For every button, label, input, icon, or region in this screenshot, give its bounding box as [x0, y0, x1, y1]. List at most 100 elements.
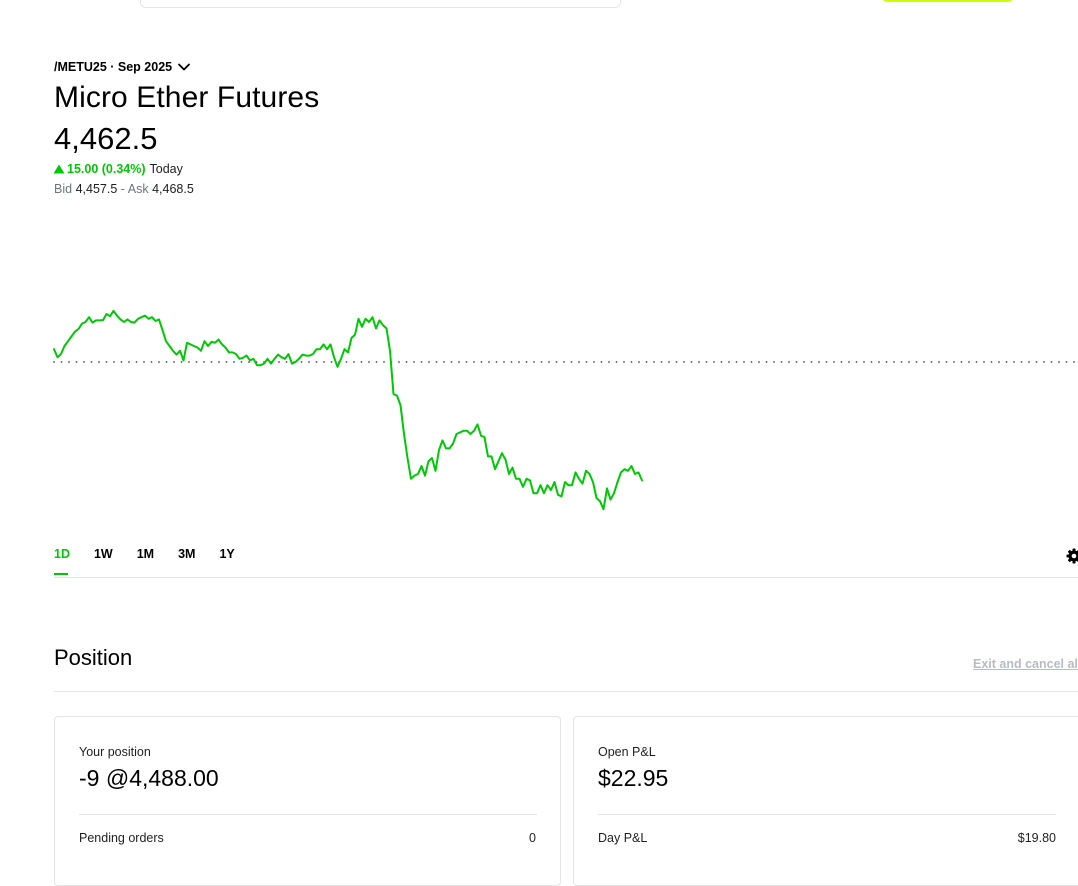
baseline-dot	[436, 361, 438, 363]
baseline-dot	[886, 361, 888, 363]
baseline-dot	[203, 361, 205, 363]
baseline-dot	[113, 361, 115, 363]
tab-1w[interactable]: 1W	[94, 547, 113, 575]
search-input[interactable]	[140, 0, 621, 8]
price-change: 15.00 (0.34%)	[53, 162, 146, 176]
day-pl-value: $19.80	[974, 831, 1056, 845]
your-position-card: Your position -9 @4,488.00 Pending order…	[54, 716, 561, 886]
baseline-dot	[188, 361, 190, 363]
baseline-dot	[346, 361, 348, 363]
baseline-dot	[668, 361, 670, 363]
trade-button[interactable]	[880, 0, 1015, 2]
baseline-dot	[91, 361, 93, 363]
day-pl-label: Day P&L	[598, 831, 647, 845]
baseline-dot	[76, 361, 78, 363]
baseline-dot	[923, 361, 925, 363]
baseline-dot	[811, 361, 813, 363]
baseline-dot	[548, 361, 550, 363]
chevron-down-icon	[177, 62, 191, 72]
price-change-value: 15.00 (0.34%)	[67, 162, 146, 176]
baseline-dot	[151, 361, 153, 363]
baseline-dot	[563, 361, 565, 363]
baseline-dot	[953, 361, 955, 363]
baseline-dot	[421, 361, 423, 363]
baseline-dot	[173, 361, 175, 363]
baseline-dot	[998, 361, 1000, 363]
tab-1y[interactable]: 1Y	[219, 547, 234, 575]
baseline-dot	[781, 361, 783, 363]
baseline-dot	[961, 361, 963, 363]
baseline-dot	[196, 361, 198, 363]
baseline-dot	[946, 361, 948, 363]
baseline-dot	[233, 361, 235, 363]
contract-selector[interactable]: /METU25 · Sep 2025	[54, 60, 191, 74]
price-chart[interactable]	[0, 290, 1078, 530]
current-price: 4,462.5	[54, 121, 157, 157]
baseline-dot	[61, 361, 63, 363]
baseline-dot	[578, 361, 580, 363]
baseline-dot	[751, 361, 753, 363]
baseline-dot	[826, 361, 828, 363]
baseline-dot	[1066, 361, 1068, 363]
gear-icon[interactable]	[1066, 548, 1078, 564]
your-position-value: -9 @4,488.00	[79, 765, 219, 792]
tab-1d[interactable]: 1D	[54, 547, 70, 575]
baseline-dot	[466, 361, 468, 363]
baseline-dot	[1043, 361, 1045, 363]
baseline-dot	[53, 361, 55, 363]
baseline-dot	[1021, 361, 1023, 363]
tab-1m[interactable]: 1M	[137, 547, 154, 575]
baseline-dot	[211, 361, 213, 363]
baseline-dot	[98, 361, 100, 363]
baseline-dot	[1058, 361, 1060, 363]
tabs-divider	[54, 577, 1078, 578]
baseline-dot	[788, 361, 790, 363]
baseline-dot	[593, 361, 595, 363]
open-pl-label: Open P&L	[598, 745, 656, 759]
bid-ask-separator: -	[121, 182, 125, 196]
baseline-dot	[503, 361, 505, 363]
baseline-dot	[698, 361, 700, 363]
baseline-dot	[1013, 361, 1015, 363]
baseline-dot	[856, 361, 858, 363]
baseline-dot	[983, 361, 985, 363]
baseline-dot	[301, 361, 303, 363]
baseline-dot	[383, 361, 385, 363]
baseline-dot	[766, 361, 768, 363]
baseline-dot	[158, 361, 160, 363]
baseline-dot	[1073, 361, 1075, 363]
baseline-dot	[316, 361, 318, 363]
baseline-dot	[68, 361, 70, 363]
baseline-dot	[743, 361, 745, 363]
price-line	[54, 311, 642, 509]
price-change-period: Today	[150, 162, 183, 176]
pending-orders-value: 0	[529, 831, 536, 845]
baseline-dot	[496, 361, 498, 363]
baseline-dot	[991, 361, 993, 363]
open-pl-card: Open P&L $22.95 Day P&L $19.80	[573, 716, 1078, 886]
baseline-dot	[736, 361, 738, 363]
tab-3m[interactable]: 3M	[178, 547, 195, 575]
baseline-dot	[968, 361, 970, 363]
baseline-dot	[1028, 361, 1030, 363]
baseline-dot	[376, 361, 378, 363]
baseline-dot	[106, 361, 108, 363]
baseline-dot	[488, 361, 490, 363]
price-change-row: 15.00 (0.34%) Today	[53, 162, 183, 176]
position-section-title: Position	[54, 645, 132, 671]
baseline-dot	[526, 361, 528, 363]
baseline-dot	[248, 361, 250, 363]
baseline-dot	[646, 361, 648, 363]
baseline-dot	[631, 361, 633, 363]
baseline-dot	[241, 361, 243, 363]
baseline-dot	[533, 361, 535, 363]
baseline-dot	[128, 361, 130, 363]
baseline-dot	[773, 361, 775, 363]
baseline-dot	[616, 361, 618, 363]
baseline-dot	[976, 361, 978, 363]
baseline-dot	[713, 361, 715, 363]
baseline-dot	[286, 361, 288, 363]
baseline-dot	[83, 361, 85, 363]
exit-and-cancel-all-link[interactable]: Exit and cancel all	[973, 657, 1078, 671]
range-tabs: 1D 1W 1M 3M 1Y	[54, 547, 259, 575]
